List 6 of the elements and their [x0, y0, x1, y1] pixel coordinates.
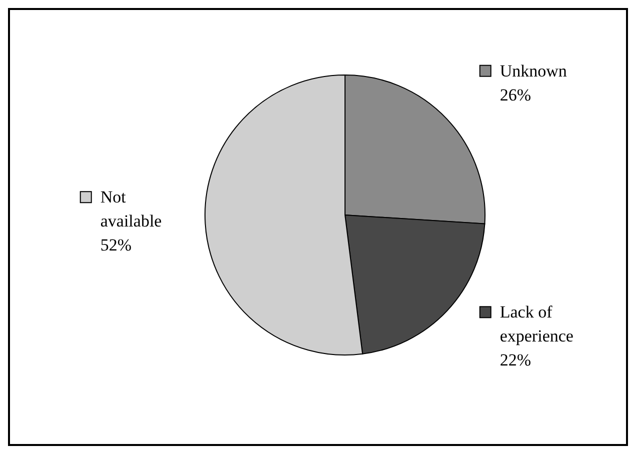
data-label: 26% [500, 85, 532, 104]
legend-label: Not available [100, 188, 162, 231]
legend-label: Lack of experience [500, 302, 574, 346]
data-label: 52% [100, 236, 132, 255]
legend-label: Unknown [500, 61, 568, 80]
data-label: 22% [500, 350, 532, 370]
